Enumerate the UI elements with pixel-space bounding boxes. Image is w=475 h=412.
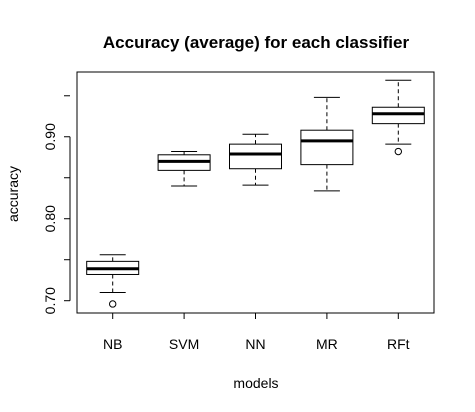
x-tick-label: SVM [169, 336, 199, 352]
box-iqr [371, 106, 425, 125]
box-nn [229, 133, 282, 186]
y-axis-label: accuracy [5, 166, 21, 222]
x-tick-label: MR [316, 336, 338, 352]
box-iqr [300, 129, 354, 166]
y-axis: 0.70 0.80 0.90 [42, 95, 71, 314]
x-axis-label: models [233, 375, 278, 391]
outlier-point [394, 147, 402, 156]
y-tick-label: 0.70 [42, 287, 58, 314]
chart-title: Accuracy (average) for each classifier [103, 33, 410, 52]
x-tick-label: NN [245, 336, 265, 352]
y-tick-label: 0.80 [42, 205, 58, 232]
box-rft [371, 79, 425, 156]
x-axis: NB SVM NN MR RFt [103, 313, 410, 352]
x-tick-label: RFt [387, 336, 410, 352]
outlier-point [109, 300, 117, 308]
x-tick-label: NB [103, 336, 122, 352]
box-svm [157, 151, 211, 187]
boxes-group [86, 79, 425, 308]
y-tick-label: 0.90 [42, 123, 58, 150]
box-nb [86, 254, 140, 308]
box-mr [300, 96, 354, 192]
box-iqr [229, 143, 282, 170]
